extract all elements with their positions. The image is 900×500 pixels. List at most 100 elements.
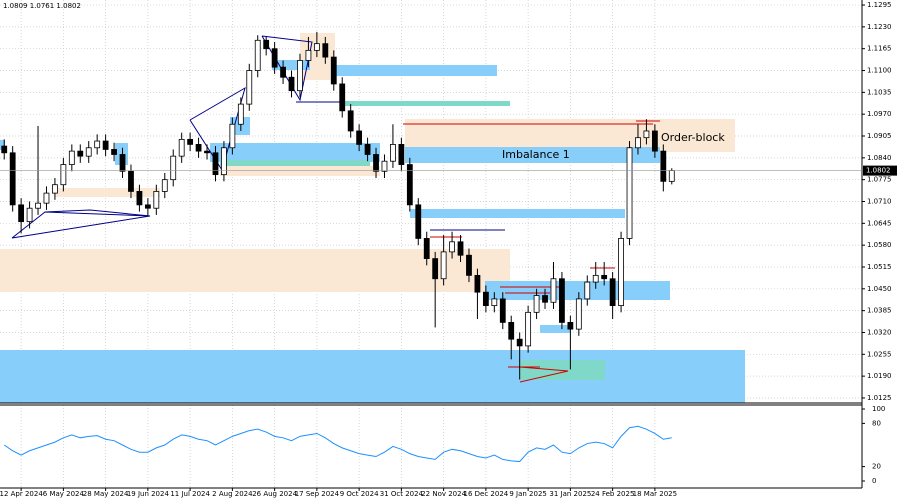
candle-body — [43, 192, 50, 204]
x-tick-label: 2 Aug 2024 — [212, 490, 253, 498]
zone — [220, 160, 370, 168]
candle-body — [516, 338, 523, 347]
candle-body — [297, 60, 303, 92]
trend-line — [44, 209, 151, 217]
candle-body — [584, 281, 591, 300]
candle-body — [246, 70, 253, 105]
candle-body — [102, 140, 109, 150]
y-tick-label: 1.1295 — [867, 1, 892, 9]
candle-body — [609, 278, 616, 307]
y-tick-label: 1.0515 — [867, 263, 892, 271]
x-tick-label: 31 Oct 2024 — [380, 490, 424, 498]
x-tick-label: 9 Oct 2024 — [340, 490, 379, 498]
candle-body — [432, 258, 439, 280]
last-price-label: 1.0802 — [866, 167, 891, 175]
candle-body — [195, 144, 202, 152]
candle-body — [339, 83, 346, 112]
candle-body — [330, 56, 337, 85]
y-tick-label: 100 — [872, 405, 885, 413]
candle-body — [474, 274, 481, 293]
x-tick-label: 11 Jul 2024 — [170, 490, 210, 498]
candle-body — [178, 138, 185, 157]
zone — [210, 143, 380, 162]
x-tick-label: 28 May 2024 — [83, 490, 129, 498]
candle-body — [550, 278, 557, 303]
y-tick-label: 1.1230 — [867, 23, 892, 31]
candle-body — [305, 49, 312, 61]
zone — [405, 147, 660, 163]
y-tick-label: 1.0840 — [867, 154, 892, 162]
candle-body — [347, 110, 354, 132]
y-tick-label: 1.0905 — [867, 132, 892, 140]
y-tick-label: 1.1165 — [867, 45, 892, 53]
y-tick-label: 20 — [872, 463, 881, 471]
candle-body — [575, 298, 582, 330]
y-tick-label: 1.0385 — [867, 307, 892, 315]
candle-body — [85, 147, 92, 157]
zone — [540, 325, 570, 333]
candle-body — [390, 144, 396, 162]
candle-body — [280, 66, 286, 78]
candle-body — [482, 291, 489, 307]
candle-body — [26, 207, 33, 223]
candle-body — [508, 321, 515, 340]
candle-body — [229, 123, 236, 149]
candle-body — [237, 103, 244, 125]
candle-body — [94, 140, 101, 149]
candle-body — [651, 130, 658, 152]
candle-body — [423, 238, 430, 259]
x-tick-label: 6 May 2024 — [43, 490, 85, 498]
zone — [485, 281, 670, 300]
x-tick-label: 31 Jan 2025 — [549, 490, 591, 498]
candle-body — [68, 150, 75, 165]
candle-body — [601, 274, 608, 280]
candle-body — [18, 204, 25, 223]
candle-body — [466, 254, 472, 276]
y-tick-label: 1.0125 — [867, 394, 892, 402]
candle-body — [457, 241, 464, 256]
candle-body — [153, 191, 160, 209]
candle-body — [187, 138, 194, 145]
candle-body — [254, 39, 261, 71]
last-price-box — [863, 165, 897, 176]
zone — [272, 60, 310, 70]
candle-body — [9, 152, 16, 206]
zone — [345, 101, 510, 106]
candle-body — [618, 238, 624, 307]
candle-body — [128, 170, 134, 192]
candle-body — [381, 160, 388, 172]
y-tick-label: 1.0190 — [867, 372, 892, 380]
candle-body — [449, 241, 455, 253]
candle-body — [364, 144, 371, 155]
candle-body — [77, 150, 84, 157]
x-tick-label: 12 Apr 2024 — [0, 490, 43, 498]
candle-body — [170, 155, 177, 181]
candle-body — [643, 130, 650, 139]
zones — [0, 33, 745, 403]
y-tick-label: 1.0255 — [867, 350, 892, 358]
y-tick-label: 1.1035 — [867, 88, 892, 96]
candle-body — [440, 251, 447, 280]
candle-body — [60, 164, 67, 186]
ohlc-header: 1.0809 1.0761 1.0802 — [3, 2, 81, 10]
candle-body — [322, 43, 329, 58]
candle-body — [119, 154, 126, 172]
candle-body — [313, 43, 320, 51]
candle-body — [271, 48, 278, 68]
candle-body — [415, 204, 422, 239]
zone — [55, 188, 160, 197]
y-tick-label: 80 — [872, 419, 881, 427]
x-tick-label: 18 Mar 2025 — [633, 490, 677, 498]
candle-body — [136, 191, 143, 206]
candle-body — [499, 298, 506, 323]
x-tick-label: 17 Sep 2024 — [295, 490, 340, 498]
y-tick-label: 1.0580 — [867, 241, 892, 249]
candle-body — [161, 179, 168, 192]
x-tick-label: 26 Aug 2024 — [252, 490, 297, 498]
candle-body — [373, 154, 379, 172]
y-tick-label: 1.0450 — [867, 285, 892, 293]
trend-line — [519, 366, 569, 383]
candle-body — [221, 147, 227, 176]
candle-body — [660, 150, 667, 182]
zone — [335, 65, 497, 76]
